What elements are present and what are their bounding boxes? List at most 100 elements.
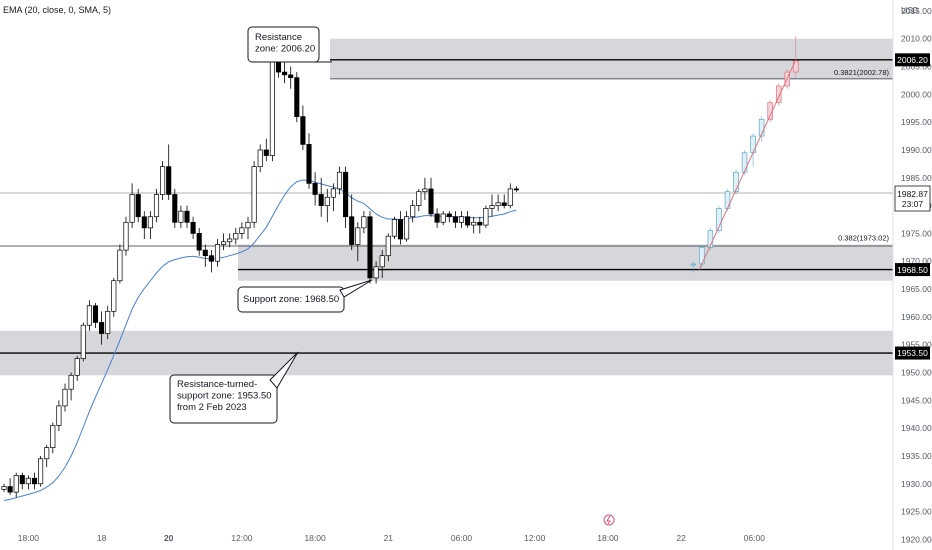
candle[interactable] (355, 227, 361, 245)
candle[interactable] (233, 233, 239, 240)
candle[interactable] (282, 71, 288, 76)
indicator-label[interactable]: EMA (20, close, 0, SMA, 5) (3, 5, 111, 15)
candle[interactable] (214, 244, 221, 262)
price-tick: 1955.00 (901, 340, 932, 350)
candle[interactable] (495, 202, 501, 206)
lightning-icon (606, 515, 611, 525)
candle[interactable] (13, 475, 19, 493)
candle[interactable] (434, 213, 440, 223)
candle[interactable] (153, 194, 160, 218)
candle[interactable] (336, 171, 343, 190)
candle[interactable] (452, 216, 458, 223)
candle[interactable] (465, 216, 471, 226)
candle[interactable] (80, 324, 86, 359)
candle[interactable] (160, 166, 166, 195)
candle[interactable] (123, 221, 129, 251)
candle[interactable] (129, 194, 135, 223)
candle[interactable] (56, 405, 62, 426)
candle[interactable] (269, 60, 275, 156)
candle[interactable] (391, 219, 397, 237)
candle[interactable] (300, 116, 306, 145)
candle[interactable] (379, 255, 385, 268)
candle[interactable] (38, 458, 44, 485)
candle[interactable] (86, 305, 92, 326)
candle[interactable] (196, 233, 202, 251)
projected-candle (741, 152, 748, 173)
price-tick: 1970.00 (901, 256, 932, 266)
candle[interactable] (471, 221, 477, 226)
candle[interactable] (489, 205, 495, 209)
candle[interactable] (68, 374, 74, 390)
candle[interactable] (410, 205, 416, 218)
candle[interactable] (275, 60, 282, 73)
candle[interactable] (483, 208, 489, 226)
candle[interactable] (19, 475, 25, 485)
candle[interactable] (324, 196, 330, 206)
candle[interactable] (135, 194, 141, 218)
candle[interactable] (257, 149, 263, 168)
candle[interactable] (428, 188, 434, 215)
candle[interactable] (440, 213, 446, 223)
candle[interactable] (318, 194, 324, 206)
candle[interactable] (239, 227, 245, 234)
candle[interactable] (44, 447, 50, 460)
candle[interactable] (367, 216, 373, 279)
candle[interactable] (178, 210, 184, 223)
candle[interactable] (111, 280, 117, 312)
time-tick: 22 (676, 533, 686, 543)
candle[interactable] (251, 166, 257, 223)
candle[interactable] (373, 266, 379, 279)
candle[interactable] (385, 235, 391, 257)
candle[interactable] (288, 74, 294, 78)
candle[interactable] (141, 216, 147, 229)
candle[interactable] (397, 219, 404, 240)
candle[interactable] (404, 216, 410, 240)
candle[interactable] (62, 388, 68, 407)
candle[interactable] (92, 305, 99, 323)
candle[interactable] (1, 486, 7, 490)
candle[interactable] (312, 183, 318, 195)
callout-box[interactable] (237, 286, 345, 313)
candle[interactable] (477, 221, 483, 226)
candle[interactable] (190, 221, 196, 234)
candle[interactable] (7, 486, 13, 493)
candle[interactable] (361, 216, 367, 229)
candle[interactable] (50, 425, 56, 448)
candle[interactable] (105, 310, 111, 334)
candle[interactable] (99, 322, 105, 334)
candle[interactable] (184, 210, 190, 223)
candle[interactable] (422, 188, 428, 193)
candle[interactable] (221, 241, 227, 245)
candle[interactable] (501, 202, 507, 206)
candle[interactable] (166, 166, 172, 195)
candle[interactable] (31, 477, 38, 485)
candle[interactable] (330, 188, 336, 198)
candle[interactable] (147, 216, 153, 229)
candle[interactable] (227, 238, 233, 243)
candle[interactable] (25, 477, 31, 485)
candle[interactable] (74, 358, 80, 376)
events-icon[interactable] (603, 514, 615, 526)
price-tick: 2000.00 (901, 89, 932, 99)
callout-box[interactable] (169, 374, 278, 424)
candle[interactable] (202, 249, 208, 257)
candle[interactable] (306, 144, 312, 184)
callout-box[interactable] (247, 26, 320, 63)
candle[interactable] (294, 77, 300, 117)
candle[interactable] (263, 149, 269, 156)
candle[interactable] (513, 188, 519, 191)
candle[interactable] (416, 191, 422, 206)
trend-arrow-line[interactable] (698, 59, 797, 270)
candle[interactable] (507, 188, 513, 206)
candle[interactable] (343, 171, 349, 218)
candle[interactable] (245, 221, 251, 229)
candle[interactable] (349, 216, 355, 245)
candle[interactable] (458, 216, 465, 223)
candle[interactable] (172, 194, 178, 223)
candle[interactable] (446, 213, 452, 218)
candle[interactable] (117, 249, 123, 282)
projection-layer (690, 35, 799, 273)
price-tick: 1940.00 (901, 423, 932, 433)
candle[interactable] (208, 255, 214, 262)
